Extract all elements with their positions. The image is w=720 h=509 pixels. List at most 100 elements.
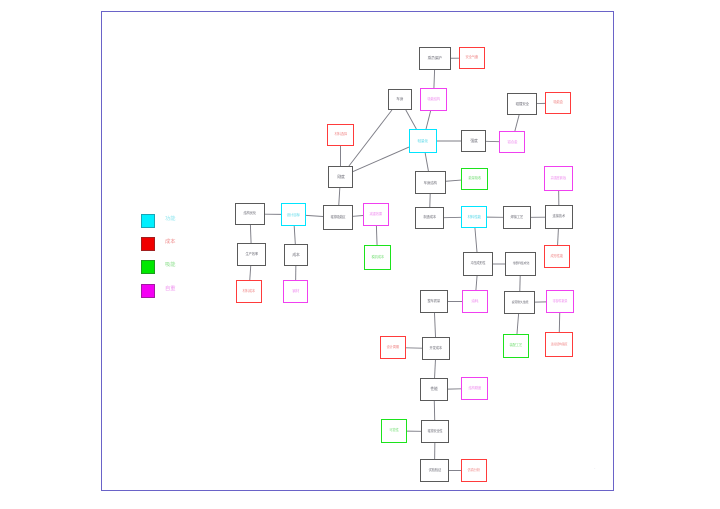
graph-node[interactable]: 碰撞安全性 <box>421 420 449 443</box>
graph-node[interactable]: 性能 <box>420 378 448 401</box>
graph-node[interactable]: 可靠性 <box>381 419 407 443</box>
graph-node[interactable]: 连接结构强度 <box>545 332 573 357</box>
graph-node-label: 连接结构强度 <box>550 342 568 346</box>
graph-node-label: 吸能结构 <box>427 96 440 101</box>
graph-node-label: 结构优化 <box>243 211 257 216</box>
legend-item-cyan[interactable]: 功能 <box>141 212 221 235</box>
graph-node[interactable]: 整车质量 <box>420 290 448 313</box>
graph-node-label: 刚度 <box>336 174 345 179</box>
graph-node-label: 仿真分析 <box>467 467 481 472</box>
graph-node-label: 制造成本 <box>423 215 436 220</box>
graph-node[interactable]: 零部件数量 <box>546 290 574 313</box>
legend-swatch-green <box>141 260 155 275</box>
graph-node[interactable]: 仿真分析 <box>461 459 487 482</box>
graph-node[interactable]: 设计目标 <box>281 203 306 226</box>
graph-node-label: 铝合金 <box>507 140 517 144</box>
graph-node-label: 钢材 <box>291 288 299 294</box>
graph-node[interactable]: 装配工艺 <box>503 334 529 358</box>
graph-node[interactable]: 生产效率 <box>237 243 266 266</box>
graph-node[interactable]: 强度 <box>461 130 486 152</box>
graph-node-label: 材料成本 <box>242 288 256 293</box>
graph-node[interactable]: 减重效果 <box>363 203 389 226</box>
legend-label: 自重 <box>165 285 176 292</box>
graph-node[interactable]: 成形性能 <box>544 245 570 268</box>
legend-swatch-cyan <box>141 214 155 228</box>
graph-node[interactable]: 制造成本 <box>415 207 444 229</box>
graph-node-label: 冲压成形性 <box>470 261 486 266</box>
graph-node[interactable]: 碰撞吸能区 <box>323 205 353 230</box>
graph-node[interactable]: 吸能结构 <box>420 88 447 111</box>
graph-node[interactable]: 乘员保护 <box>419 47 451 70</box>
diagram-frame <box>101 11 614 491</box>
graph-node[interactable]: 油耗 <box>462 290 488 313</box>
graph-node-label: 油耗 <box>471 298 479 304</box>
graph-node-label: 安全气囊 <box>465 55 479 60</box>
graph-node[interactable]: 开发成本 <box>422 337 450 360</box>
graph-node-label: 车身结构 <box>423 180 438 185</box>
graph-node-label: 零部件集成化 <box>512 261 529 266</box>
graph-node-label: 吸能盒 <box>553 100 563 105</box>
graph-node[interactable]: 材料成本 <box>236 280 262 303</box>
graph-node[interactable]: 能量吸收 <box>461 168 488 190</box>
graph-node[interactable]: 零部件集成化 <box>505 252 536 276</box>
graph-node[interactable]: 车身 <box>388 89 412 110</box>
graph-node-label: 可靠性 <box>389 428 399 433</box>
graph-node[interactable]: 碰撞安全 <box>507 93 537 115</box>
legend-swatch-magenta <box>141 283 155 298</box>
graph-node[interactable]: 试验验证 <box>420 459 449 482</box>
graph-node[interactable]: 铝合金 <box>499 131 525 153</box>
graph-node-label: 高强度钢 板 <box>550 175 567 180</box>
graph-node-label: 性能 <box>430 386 438 392</box>
graph-node[interactable]: 模具成本 <box>364 245 391 270</box>
graph-node[interactable]: 材料性能 <box>461 206 487 228</box>
graph-node-label: 设计目标 <box>286 212 301 217</box>
graph-node-label: 焊接工艺 <box>510 214 524 219</box>
graph-node-label: 模具成本 <box>371 254 384 259</box>
legend-item-magenta[interactable]: 自重 <box>141 282 221 305</box>
graph-node-label: 碰撞安全性 <box>427 428 443 433</box>
graph-node-label: 整车质量 <box>427 298 441 303</box>
legend-label: 功能 <box>165 216 176 222</box>
graph-node[interactable]: 高强度钢 板 <box>544 166 573 191</box>
graph-node-label: 装配工艺 <box>509 343 523 348</box>
graph-node-label: 能量吸收 <box>468 176 481 181</box>
graph-node-label: 强度 <box>469 138 478 143</box>
legend-label: 吸能 <box>165 262 176 269</box>
graph-node[interactable]: 刚度 <box>328 166 353 188</box>
graph-node[interactable]: 设计周期 <box>380 336 406 359</box>
graph-node[interactable]: 结构刚度 <box>461 377 488 400</box>
graph-node-label: 材料选择 <box>334 132 347 137</box>
graph-node[interactable]: 安全气囊 <box>459 47 485 69</box>
legend-swatch-red <box>141 237 155 252</box>
graph-node-label: 车身 <box>396 96 404 102</box>
graph-node-label: 乘员保护 <box>427 55 442 61</box>
graph-node[interactable]: 连接技术 <box>545 205 573 229</box>
graph-node-label: 疲劳耐久性能 <box>511 300 528 304</box>
graph-node-label: 试验验证 <box>428 467 441 472</box>
graph-node-label: 减重效果 <box>369 211 383 216</box>
graph-node-label: 连接技术 <box>552 214 566 219</box>
graph-node[interactable]: 结构优化 <box>235 203 265 225</box>
legend-label: 成本 <box>165 239 176 246</box>
graph-node[interactable]: 钢材 <box>283 280 308 303</box>
graph-node[interactable]: 轻量化 <box>409 129 437 153</box>
graph-node[interactable]: 车身结构 <box>415 171 446 194</box>
graph-node-label: 碰撞安全 <box>515 102 529 106</box>
graph-node-label: 开发成本 <box>429 345 443 350</box>
graph-node-label: 碰撞吸能区 <box>330 214 346 219</box>
legend-item-green[interactable]: 吸能 <box>141 258 221 281</box>
graph-node-label: 结构刚度 <box>468 385 481 390</box>
graph-node[interactable]: 冲压成形性 <box>463 252 493 276</box>
graph-node[interactable]: 吸能盒 <box>545 92 571 114</box>
corner-mark: · <box>594 466 596 472</box>
graph-node[interactable]: 材料选择 <box>327 124 354 146</box>
legend: 功能 成本 吸能 自重 <box>141 212 221 305</box>
graph-node[interactable]: 疲劳耐久性能 <box>504 291 535 314</box>
graph-node[interactable]: 成本 <box>284 244 308 266</box>
graph-node[interactable]: 焊接工艺 <box>503 206 531 229</box>
legend-item-red[interactable]: 成本 <box>141 235 221 258</box>
graph-node-label: 成本 <box>292 252 300 257</box>
graph-node-label: 设计周期 <box>386 344 400 349</box>
graph-node-label: 轻量化 <box>417 138 429 143</box>
